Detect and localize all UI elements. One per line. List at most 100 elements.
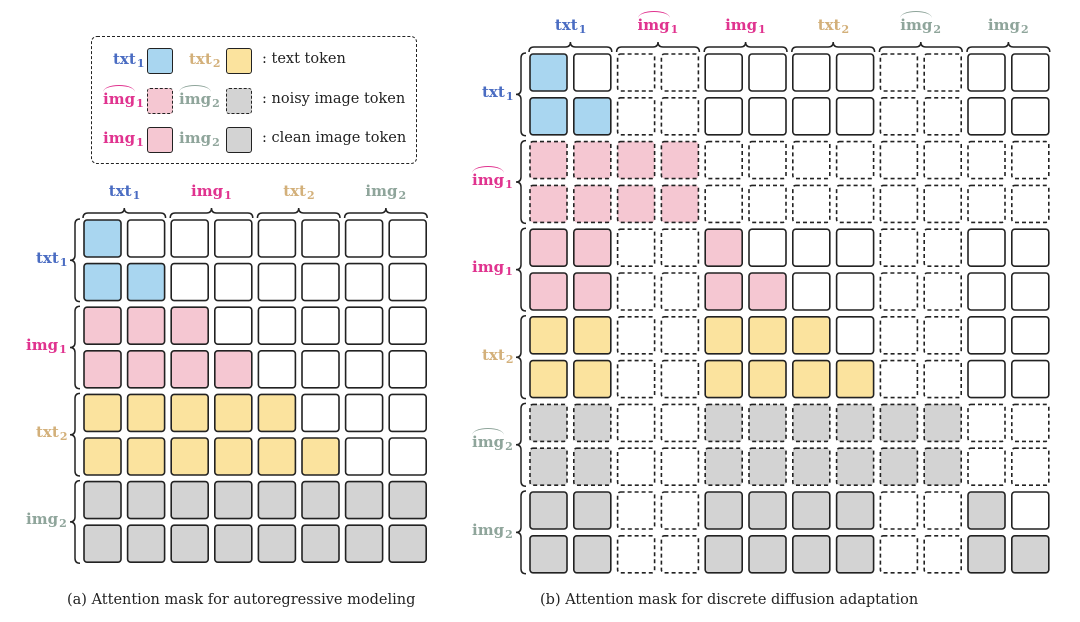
panel_b-cell: [572, 491, 612, 530]
panel_b-cell: [923, 53, 963, 92]
panel_a-cell: [83, 524, 122, 564]
panel_a-cell: [170, 524, 209, 564]
panel_a-cell: [214, 480, 253, 520]
panel_b-cell: [923, 97, 963, 136]
panel_a-cell: [388, 524, 428, 564]
panel_a-col-label-base: img: [191, 181, 224, 200]
panel_b-cell: [704, 315, 744, 355]
panel_a-cell: [170, 480, 209, 520]
panel_a-cell: [126, 393, 166, 433]
legend-label: img1: [103, 84, 144, 112]
panel_a-cell: [257, 480, 297, 520]
panel_b-cell: [967, 315, 1006, 355]
panel_b-cell: [879, 491, 919, 530]
panel_b-col-brace: [615, 41, 701, 53]
panel_a-col-label-sub: 1: [132, 188, 141, 202]
legend-swatch: [147, 48, 173, 74]
panel_a-cell: [83, 437, 122, 476]
panel_b-cell: [879, 97, 919, 136]
panel_b-row-label: txt2: [482, 347, 513, 368]
panel_a-cell: [170, 437, 209, 476]
panel_b-cell: [791, 272, 831, 311]
panel_b-cell: [967, 97, 1006, 136]
panel_b-cell: [835, 491, 875, 530]
panel_b-cell: [791, 359, 831, 399]
panel_b-cell: [572, 534, 612, 574]
panel_a-cell: [83, 349, 122, 389]
panel_b-cell: [879, 359, 919, 399]
panel_a-col-brace: [256, 207, 341, 219]
panel_a-cell: [214, 219, 253, 258]
panel_a-cell: [126, 524, 166, 564]
panel_b-col-label: txt1: [555, 17, 586, 38]
panel_b-row-label-base: txt: [482, 345, 505, 364]
panel_b-col-brace: [878, 41, 963, 53]
panel_b-cell: [835, 140, 875, 180]
panel_b-cell: [791, 447, 831, 487]
panel_b-row-label: txt1: [482, 84, 513, 105]
panel_a-cell: [344, 393, 384, 433]
legend-label-sub: 1: [136, 135, 144, 149]
panel_b-cell: [529, 53, 568, 92]
panel_b-cell: [748, 53, 787, 92]
panel_b-cell: [879, 272, 919, 311]
legend-text: : clean image token: [262, 130, 407, 146]
panel_b-row-label: img2: [472, 522, 513, 543]
panel_b-cell: [616, 447, 656, 487]
panel_a-cell: [344, 306, 384, 346]
panel_b-cell: [572, 315, 612, 355]
panel_b-cell: [616, 272, 656, 311]
legend-label-base: txt: [113, 49, 136, 68]
panel_b-col-brace: [966, 41, 1051, 53]
panel_b-cell: [879, 447, 919, 487]
panel_b-cell: [1010, 491, 1050, 530]
panel_a-row-label: txt1: [36, 250, 67, 271]
panel_a-row-label-sub: 2: [59, 430, 68, 444]
panel_b-col-brace: [528, 41, 613, 53]
panel_b-cell: [1010, 97, 1050, 136]
panel_b-row-label-sub: 1: [505, 89, 514, 103]
panel_b-cell: [660, 228, 700, 267]
panel_b-col-label-sub: 1: [670, 22, 679, 36]
panel_b-col-label-sub: 2: [933, 22, 942, 36]
panel_b-cell: [572, 272, 612, 311]
panel_b-cell: [1010, 184, 1050, 224]
panel_b-cell: [1010, 140, 1050, 180]
panel_a-row-label-base: txt: [36, 248, 59, 267]
panel_a-col-label-base: txt: [283, 181, 306, 200]
panel_a-cell: [83, 480, 122, 520]
panel_a-cell: [257, 524, 297, 564]
panel_a-cell: [257, 262, 297, 302]
panel_a-cell: [126, 349, 166, 389]
panel_a-cell: [344, 437, 384, 476]
panel_b-row-label-sub: 1: [505, 177, 513, 191]
panel_b-row-brace: [515, 52, 527, 137]
panel_b-col-label-base: txt: [817, 15, 841, 34]
panel_b-cell: [791, 184, 831, 224]
legend-label-sub: 1: [136, 96, 144, 110]
panel_a-cell: [301, 524, 340, 564]
panel_b-cell: [616, 403, 656, 443]
panel_a-cell: [126, 219, 166, 258]
panel_b-cell: [529, 228, 568, 267]
panel_b-cell: [572, 97, 612, 136]
panel_b-cell: [879, 228, 919, 267]
panel_b-cell: [572, 447, 612, 487]
panel_a-cell: [170, 306, 209, 346]
panel_a-row-label-base: txt: [36, 423, 59, 442]
panel_b-cell: [835, 228, 875, 267]
panel_b-cell: [704, 53, 744, 92]
panel_b-cell: [660, 447, 700, 487]
panel_b-cell: [835, 272, 875, 311]
panel_b-row-brace: [515, 490, 527, 575]
panel_b-cell: [704, 534, 744, 574]
panel_b-col-label-base: txt: [554, 15, 578, 34]
panel_a-col-brace: [343, 207, 428, 219]
panel_b-cell: [748, 228, 787, 267]
panel_b-cell: [879, 315, 919, 355]
panel_a-row-label-sub: 1: [59, 255, 68, 269]
panel_b-col-label: img1: [725, 17, 766, 38]
legend-label: img2: [179, 130, 220, 151]
panel_a-cell: [344, 524, 384, 564]
